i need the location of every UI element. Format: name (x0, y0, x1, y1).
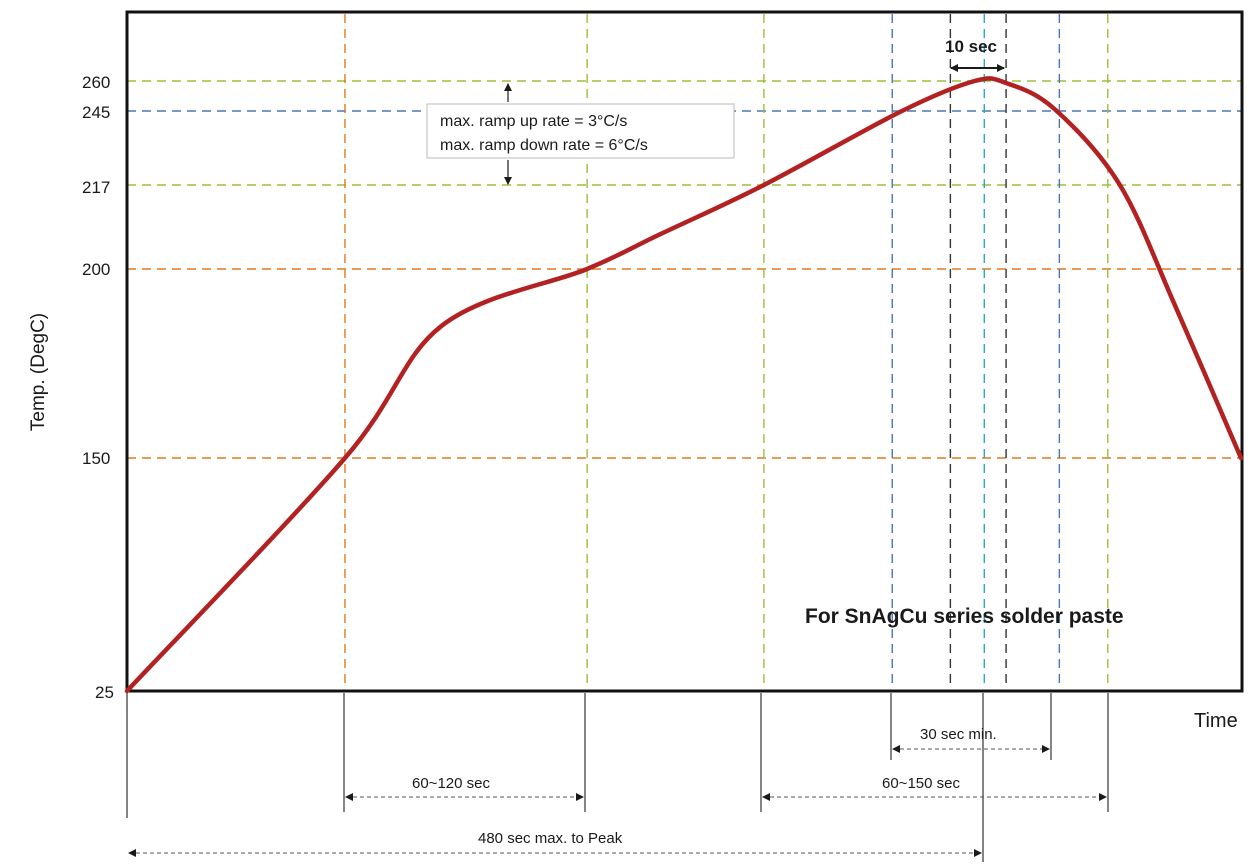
ramp-up-text: max. ramp up rate = 3°C/s (440, 113, 627, 130)
y-axis-label: Temp. (DegC) (28, 313, 49, 431)
ramp-rate-box (426, 103, 735, 159)
y-tick-245: 245 (82, 103, 110, 122)
y-tick-200: 200 (82, 260, 110, 279)
to-peak-label: 480 sec max. to Peak (478, 830, 623, 847)
y-tick-260: 260 (82, 73, 110, 92)
reflow-curve (124, 76, 1244, 694)
above-217-label: 30 sec min. (920, 726, 997, 743)
above-200-label: 60~150 sec (882, 775, 960, 792)
peak-window-label: 10 sec (945, 37, 997, 56)
dimension-lines (126, 693, 1109, 862)
x-axis-label: Time (1194, 710, 1238, 732)
y-tick-217: 217 (82, 178, 110, 197)
y-tick-150: 150 (82, 449, 110, 468)
plot-frame (125, 10, 1244, 693)
preheat-label: 60~120 sec (412, 775, 490, 792)
ramp-down-text: max. ramp down rate = 6°C/s (440, 137, 648, 154)
solder-paste-note: For SnAgCu series solder paste (805, 605, 1124, 628)
y-tick-25: 25 (95, 683, 114, 702)
